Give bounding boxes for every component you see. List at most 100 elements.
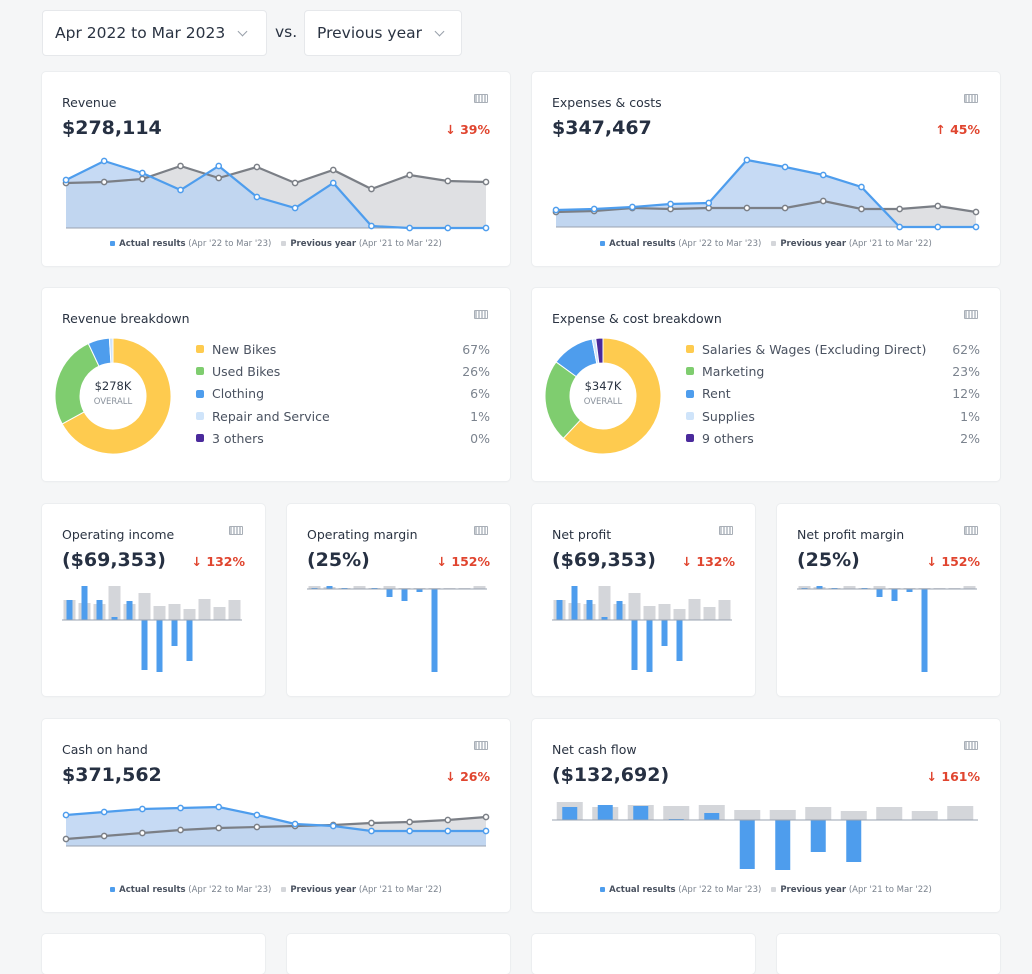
previous-point[interactable] [858,205,865,213]
previous-bar[interactable] [734,810,761,820]
pie-slice[interactable] [562,337,662,455]
previous-bar[interactable] [138,593,151,620]
actual-bar[interactable] [556,600,563,620]
previous-point[interactable] [743,204,751,212]
actual-bar[interactable] [646,620,653,672]
previous-bar[interactable] [840,811,867,820]
previous-point[interactable] [100,178,108,186]
actual-bar[interactable] [171,620,178,646]
actual-point[interactable] [482,224,490,232]
previous-bar[interactable] [703,607,716,620]
previous-bar[interactable] [308,586,321,589]
actual-point[interactable] [590,205,598,213]
actual-point[interactable] [667,200,674,208]
previous-bar[interactable] [643,606,656,620]
previous-point[interactable] [62,835,70,843]
actual-bar[interactable] [921,589,928,672]
breakdown-item[interactable]: Clothing 6% [196,383,490,405]
previous-bar[interactable] [805,807,832,820]
actual-point[interactable] [781,163,789,171]
actual-point[interactable] [896,223,903,231]
previous-bar[interactable] [168,604,181,620]
previous-bar[interactable] [688,599,701,620]
previous-point[interactable] [329,166,337,174]
keyboard-icon[interactable] [964,526,978,535]
actual-point[interactable] [215,162,223,170]
actual-bar[interactable] [816,586,823,589]
previous-bar[interactable] [198,599,211,620]
previous-bar[interactable] [947,806,974,820]
previous-point[interactable] [215,824,223,832]
actual-point[interactable] [972,223,980,231]
actual-bar[interactable] [631,620,638,670]
breakdown-item[interactable]: Supplies 1% [686,405,980,427]
keyboard-icon[interactable] [474,94,488,103]
previous-bar[interactable] [213,607,226,620]
keyboard-icon[interactable] [719,526,733,535]
actual-bar[interactable] [401,589,408,601]
actual-bar[interactable] [571,586,578,620]
actual-bar[interactable] [126,601,133,620]
actual-point[interactable] [819,171,827,179]
actual-bar[interactable] [96,600,103,620]
actual-bar[interactable] [891,589,898,601]
actual-point[interactable] [482,827,490,835]
actual-bar[interactable] [906,589,913,592]
actual-bar[interactable] [66,600,73,620]
actual-bar[interactable] [601,617,608,620]
actual-bar[interactable] [739,820,755,869]
previous-point[interactable] [406,171,413,179]
actual-point[interactable] [406,224,413,232]
actual-bar[interactable] [186,620,193,661]
actual-bar[interactable] [775,820,791,870]
actual-point[interactable] [629,203,636,211]
period-select[interactable]: Apr 2022 to Mar 2023 [42,10,267,56]
previous-point[interactable] [972,208,980,216]
actual-point[interactable] [253,193,261,201]
keyboard-icon[interactable] [474,741,488,750]
actual-bar[interactable] [661,620,668,646]
actual-bar[interactable] [633,806,649,820]
previous-bar[interactable] [353,586,366,589]
breakdown-item[interactable]: Marketing 23% [686,360,980,382]
actual-point[interactable] [291,204,299,212]
actual-bar[interactable] [846,820,862,862]
actual-point[interactable] [329,822,337,830]
previous-point[interactable] [444,177,452,185]
actual-bar[interactable] [586,600,593,620]
keyboard-icon[interactable] [229,526,243,535]
pie-slice[interactable] [108,337,114,364]
actual-bar[interactable] [386,589,393,597]
previous-bar[interactable] [628,593,641,620]
actual-point[interactable] [100,808,108,816]
previous-bar[interactable] [798,586,811,589]
actual-point[interactable] [743,156,751,164]
previous-bar[interactable] [108,586,121,620]
actual-point[interactable] [552,206,560,214]
previous-point[interactable] [177,162,184,170]
actual-point[interactable] [368,222,375,230]
previous-bar[interactable] [383,586,396,589]
breakdown-item[interactable]: Repair and Service 1% [196,405,490,427]
pie-slice[interactable] [595,337,604,364]
actual-point[interactable] [858,183,865,191]
previous-point[interactable] [444,816,452,824]
previous-bar[interactable] [963,586,976,589]
actual-point[interactable] [62,811,70,819]
previous-bar[interactable] [183,609,196,620]
actual-bar[interactable] [597,805,613,820]
previous-point[interactable] [253,163,261,171]
actual-bar[interactable] [111,617,118,620]
actual-point[interactable] [177,186,184,194]
previous-point[interactable] [934,202,942,210]
actual-bar[interactable] [876,589,883,597]
actual-bar[interactable] [704,813,720,820]
actual-bar[interactable] [326,586,333,589]
previous-bar[interactable] [658,604,671,620]
comparison-select[interactable]: Previous year [304,10,462,56]
keyboard-icon[interactable] [964,310,978,319]
actual-point[interactable] [62,176,70,184]
previous-point[interactable] [406,818,413,826]
previous-bar[interactable] [873,586,886,589]
actual-bar[interactable] [616,601,623,620]
